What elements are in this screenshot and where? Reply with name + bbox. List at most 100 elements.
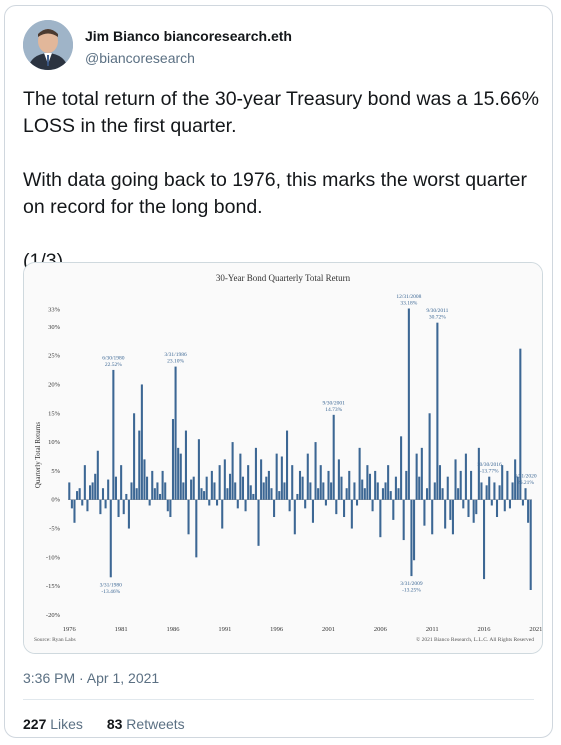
chart-bar (203, 491, 206, 500)
likes-stat[interactable]: 227 Likes (23, 716, 83, 732)
avatar[interactable] (23, 20, 73, 70)
chart-bar (254, 447, 257, 500)
chart-bar (490, 499, 493, 506)
chart-bar (231, 442, 234, 500)
engagement-stats: 227 Likes 83 Retweets (23, 716, 205, 732)
chart-bar (213, 482, 216, 500)
chart-bar (122, 499, 125, 515)
x-tick-label: 1981 (115, 626, 128, 633)
tweet-timestamp[interactable]: 3:36 PM · Apr 1, 2021 (23, 670, 160, 686)
chart-bar (218, 465, 221, 500)
chart-bar (200, 488, 203, 500)
chart-bar (96, 450, 99, 500)
tweet-card: Jim Bianco biancoresearch.eth @biancores… (4, 5, 553, 738)
chart-bar (311, 499, 314, 523)
chart-bar (355, 499, 359, 506)
chart-bar (195, 499, 198, 558)
chart-bar (477, 447, 480, 500)
chart-bar (267, 470, 270, 500)
chart-bar (70, 499, 73, 509)
chart-bar (76, 491, 79, 500)
chart-bar (350, 499, 353, 529)
chart-bar (441, 488, 444, 500)
chart-bar (143, 459, 146, 500)
chart-bar (488, 476, 491, 500)
chart-bar (521, 499, 524, 506)
chart-bar (319, 465, 322, 500)
chart-bar (410, 499, 413, 577)
chart-bar (247, 465, 250, 500)
chart-bar (166, 499, 169, 512)
chart-bar (120, 465, 123, 500)
chart-bar (257, 499, 260, 546)
chart-bar (340, 476, 343, 500)
y-tick-label: 0% (51, 497, 60, 504)
chart-bar (296, 493, 299, 500)
chart-bar (301, 476, 304, 500)
chart-bar (483, 499, 486, 580)
chart-bar (221, 499, 224, 529)
chart-bar (210, 470, 213, 500)
chart-bar (348, 470, 351, 500)
chart-bar (436, 322, 439, 500)
chart-bar (306, 453, 309, 500)
chart-bar (317, 488, 320, 500)
chart-bar (104, 499, 107, 509)
chart-bar (428, 413, 431, 500)
chart-bar (293, 499, 296, 535)
data-label: -13.77% (480, 469, 499, 475)
chart-bar (101, 488, 105, 500)
y-tick-label: 25% (48, 353, 61, 360)
x-tick-label: 2016 (478, 626, 492, 633)
chart-bar (366, 465, 369, 500)
chart-bar (280, 456, 283, 500)
chart-bar (358, 447, 361, 500)
chart-bar (81, 499, 84, 506)
y-tick-label: -15% (46, 583, 61, 590)
divider (23, 699, 534, 700)
y-tick-label: -5% (49, 526, 60, 533)
x-tick-label: 2006 (374, 626, 388, 633)
chart-bar (444, 499, 447, 529)
user-handle[interactable]: @biancoresearch (85, 50, 195, 66)
chart-bar (169, 499, 172, 518)
chart-bar (459, 470, 462, 500)
chart-bar (304, 499, 307, 509)
chart-bar (451, 499, 454, 535)
chart-bar (475, 499, 478, 515)
retweets-count: 83 (106, 716, 123, 732)
chart-bar (415, 453, 418, 500)
chart-bar (503, 499, 506, 512)
chart-bar (241, 476, 245, 500)
chart-bar (423, 499, 426, 526)
bond-return-chart: 30-Year Bond Quarterly Total Return Quar… (24, 263, 542, 653)
chart-bar (270, 488, 273, 500)
chart-bar (184, 430, 187, 500)
chart-bar (387, 465, 390, 500)
tweet-media-chart[interactable]: 30-Year Bond Quarterly Total Return Quar… (23, 262, 543, 654)
chart-bar (298, 470, 302, 500)
chart-bar (374, 470, 377, 500)
chart-bar (117, 499, 120, 518)
chart-bar (529, 499, 532, 590)
chart-bar (88, 485, 92, 500)
y-tick-label: 20% (48, 381, 61, 388)
chart-bar (361, 479, 364, 500)
chart-bar (381, 488, 384, 500)
chart-bar (368, 473, 372, 500)
data-label: 3/31/1980 (100, 582, 123, 588)
chart-bar (418, 476, 421, 500)
chart-bar (260, 459, 263, 500)
data-label: -13.25% (402, 588, 421, 594)
chart-bar (457, 488, 460, 500)
chart-bar (164, 482, 167, 500)
chart-source: Source: Ryan Labs (34, 637, 76, 643)
chart-bar (397, 488, 400, 500)
chart-bar (151, 470, 154, 500)
y-tick-label: 33% (48, 307, 61, 314)
tweet-paragraph: The total return of the 30-year Treasury… (23, 88, 539, 137)
retweets-stat[interactable]: 83 Retweets (107, 716, 185, 732)
user-name[interactable]: Jim Bianco biancoresearch.eth (85, 28, 292, 44)
y-tick-label: -20% (46, 612, 61, 619)
chart-bar (112, 369, 115, 500)
